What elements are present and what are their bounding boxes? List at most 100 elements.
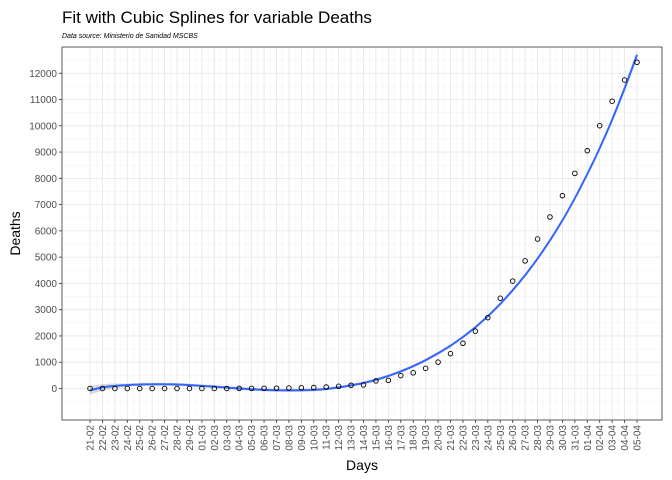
y-tick-label: 2000 <box>35 331 58 342</box>
data-point <box>497 295 504 302</box>
x-tick-label: 28-03 <box>533 425 544 451</box>
y-axis: 0 1000 2000 3000 4000 5000 6000 7000 8000 9000 100… <box>29 69 62 395</box>
y-tick-label: 10000 <box>29 121 57 132</box>
data-point <box>398 372 404 379</box>
data-point <box>596 122 603 129</box>
x-tick-label: 29-02 <box>185 425 196 451</box>
y-tick-label: 0 <box>51 384 57 395</box>
data-point <box>534 236 541 242</box>
data-point <box>124 385 131 392</box>
data-point <box>223 385 230 392</box>
panel-border <box>61 46 663 421</box>
data-point <box>199 385 205 392</box>
data-point <box>161 385 168 392</box>
data-point <box>286 385 292 391</box>
x-tick-label: 21-02 <box>86 425 97 451</box>
data-point <box>112 385 118 392</box>
y-tick-label: 7000 <box>35 200 58 211</box>
x-tick-label: 27-02 <box>160 425 171 451</box>
data-point <box>373 378 379 384</box>
data-point <box>211 385 218 392</box>
x-tick-label: 20-03 <box>434 425 445 451</box>
x-tick-label: 16-03 <box>384 425 395 451</box>
data-point <box>273 385 280 391</box>
data-point <box>348 382 354 389</box>
data-point <box>298 384 305 391</box>
data-point <box>460 340 466 347</box>
x-tick-label: 06-03 <box>260 425 271 451</box>
x-tick-label: 22-02 <box>98 425 109 451</box>
data-point <box>360 382 367 388</box>
data-point <box>99 385 106 392</box>
data-point <box>609 98 615 104</box>
x-tick-label: 23-03 <box>471 425 482 451</box>
x-tick-label: 27-03 <box>521 425 532 451</box>
x-tick-label: 02-03 <box>210 425 221 451</box>
x-tick-label: 01-03 <box>197 425 208 451</box>
x-tick-label: 12-03 <box>334 425 345 451</box>
data-point <box>335 383 342 390</box>
data-point <box>149 385 155 392</box>
data-point <box>559 192 566 199</box>
data-point <box>509 278 516 284</box>
data-point <box>261 385 267 392</box>
x-tick-label: 26-02 <box>148 425 159 451</box>
x-tick-label: 29-03 <box>545 425 556 451</box>
data-point <box>435 359 441 365</box>
y-tick-label: 4000 <box>35 279 58 290</box>
data-point <box>136 385 143 392</box>
y-tick-label: 3000 <box>35 305 58 316</box>
y-tick-label: 9000 <box>35 148 58 159</box>
y-tick-label: 11000 <box>30 95 58 106</box>
x-tick-label: 23-02 <box>110 425 121 451</box>
x-tick-label: 05-04 <box>633 425 644 451</box>
chart-title: Fit with Cubic Splines for variable Deat… <box>62 8 372 27</box>
x-tick-label: 09-03 <box>297 425 308 451</box>
x-tick-label: 22-03 <box>458 425 469 451</box>
x-tick-label: 24-02 <box>123 425 134 451</box>
y-tick-label: 1000 <box>35 358 58 369</box>
x-tick-label: 01-04 <box>583 425 594 451</box>
x-tick-label: 05-03 <box>247 425 258 451</box>
data-point <box>236 385 242 392</box>
x-tick-label: 30-03 <box>558 425 569 451</box>
x-tick-label: 21-03 <box>446 425 457 451</box>
y-tick-label: 12000 <box>29 69 57 80</box>
data-point <box>248 385 255 392</box>
data-point <box>621 77 628 83</box>
x-tick-label: 07-03 <box>272 425 283 451</box>
x-tick-label: 25-03 <box>496 425 507 451</box>
data-point <box>410 370 416 376</box>
x-axis: 21-02 22-02 23-02 24-02 25-02 26-02 27-02 28-02… <box>86 420 644 451</box>
data-point <box>186 385 193 392</box>
x-tick-label: 03-03 <box>222 425 233 451</box>
x-tick-label: 17-03 <box>396 425 407 451</box>
y-tick-label: 8000 <box>35 174 58 185</box>
x-tick-label: 28-02 <box>173 425 184 451</box>
x-tick-label: 04-04 <box>620 425 631 451</box>
data-point <box>572 170 578 177</box>
data-point <box>385 377 392 384</box>
x-tick-label: 14-03 <box>359 425 370 451</box>
y-axis-title: Deaths <box>7 211 23 255</box>
y-tick-label: 6000 <box>35 226 58 237</box>
x-tick-label: 31-03 <box>570 425 581 451</box>
data-point <box>485 314 491 321</box>
data-point <box>422 365 429 372</box>
x-axis-title: Days <box>346 457 378 473</box>
x-tick-label: 04-03 <box>235 425 246 451</box>
x-tick-label: 10-03 <box>309 425 320 451</box>
data-point <box>522 258 528 264</box>
x-tick-label: 02-04 <box>595 425 606 451</box>
chart-subtitle: Data source: Ministerio de Sanidad MSCBS <box>62 33 198 40</box>
x-tick-label: 13-03 <box>347 425 358 451</box>
data-point <box>323 384 329 390</box>
x-tick-label: 24-03 <box>483 425 494 451</box>
data-point <box>584 147 591 154</box>
x-tick-label: 19-03 <box>421 425 432 451</box>
data-point <box>87 385 93 392</box>
x-tick-label: 11-03 <box>322 425 333 450</box>
x-tick-label: 18-03 <box>409 425 420 451</box>
data-point <box>174 385 180 392</box>
